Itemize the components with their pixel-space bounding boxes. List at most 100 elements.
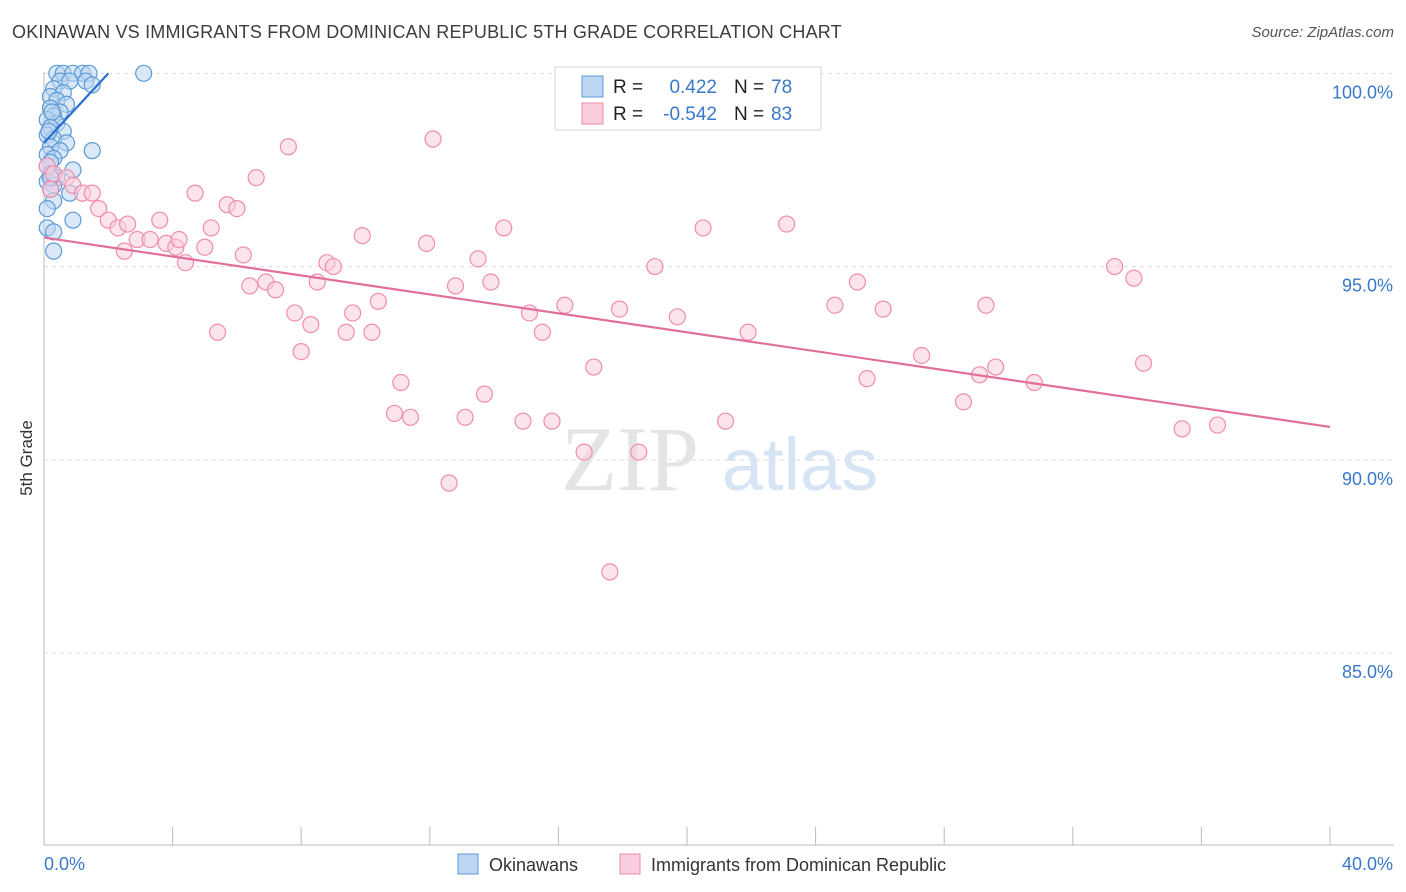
x-tick-label-0: 0.0%: [44, 854, 85, 874]
dominican-point-26: [241, 277, 259, 295]
dominican-point-32: [292, 343, 310, 361]
okinawan-point-9: [83, 76, 101, 94]
dominican-point-74: [913, 346, 931, 365]
y-axis-title: 5th Grade: [17, 420, 36, 496]
y-tick-label-2: 90.0%: [1342, 469, 1393, 489]
okinawan-point-44: [45, 242, 63, 260]
dominican-point-54: [514, 412, 532, 430]
okinawans-points: [38, 64, 153, 260]
okinawan-point-40: [38, 200, 56, 218]
dominican-point-82: [1134, 354, 1153, 372]
n-label-1: N =: [734, 77, 764, 98]
stats-legend: R = 0.422 N = 78 R = -0.542 N = 83: [554, 66, 822, 131]
dominican-point-66: [694, 219, 712, 237]
dominican-point-7: [90, 200, 108, 218]
dominican-point-64: [646, 257, 664, 276]
n-label-2: N =: [734, 104, 764, 125]
bottom-legend: Okinawans Immigrants from Dominican Repu…: [457, 853, 946, 875]
legend-swatch-okinawans-bottom: [457, 853, 479, 875]
r-value-2: -0.542: [663, 104, 717, 125]
dominican-point-17: [170, 230, 188, 249]
dominican-point-49: [456, 408, 474, 426]
dominican-point-37: [337, 323, 355, 341]
dominican-point-84: [1208, 416, 1227, 434]
y-tick-label-3: 85.0%: [1342, 662, 1393, 682]
dominican-point-36: [324, 257, 342, 276]
dominican-point-10: [118, 215, 137, 233]
dominican-point-60: [585, 358, 603, 376]
dominican-point-46: [424, 130, 442, 148]
dominican-point-61: [601, 563, 619, 581]
gridlines: [44, 72, 1394, 654]
dominican-point-75: [954, 393, 973, 411]
dominican-point-63: [630, 443, 648, 461]
r-label-1: R =: [613, 77, 643, 98]
x-axis-ticks: [43, 827, 1331, 845]
legend-swatch-okinawans: [581, 75, 604, 98]
dominican-point-62: [610, 300, 629, 318]
legend-swatch-dominican-bottom: [619, 853, 641, 875]
dominican-point-70: [826, 296, 844, 314]
dominican-point-47: [440, 474, 458, 492]
dominican-point-68: [739, 323, 757, 341]
dominican-point-39: [353, 227, 371, 245]
dominican-point-44: [401, 408, 420, 426]
dominican-point-13: [141, 230, 159, 249]
dominican-point-25: [234, 246, 252, 264]
n-value-1: 78: [771, 77, 792, 98]
dominican-point-73: [874, 300, 892, 318]
dominican-point-58: [556, 296, 574, 314]
dominican-point-19: [186, 184, 204, 202]
okinawan-point-5: [135, 64, 153, 82]
dominican-point-43: [392, 373, 410, 392]
okinawan-point-27: [83, 142, 101, 160]
dominican-point-31: [286, 304, 304, 322]
dominican-point-42: [385, 404, 404, 423]
dominican-point-27: [247, 169, 265, 187]
r-value-1: 0.422: [669, 77, 717, 98]
dominican-point-14: [151, 211, 169, 229]
dominican-point-81: [1125, 269, 1143, 287]
dominican-point-83: [1173, 420, 1191, 438]
okinawan-point-46: [40, 122, 58, 140]
dominican-point-65: [668, 308, 686, 326]
y-tick-labels: 100.0% 95.0% 90.0% 85.0%: [1332, 82, 1393, 682]
dominican-points: [38, 130, 1227, 581]
dominican-point-48: [446, 277, 465, 295]
dominican-point-77: [977, 296, 995, 314]
r-label-2: R =: [613, 104, 643, 125]
y-tick-label-0: 100.0%: [1332, 82, 1393, 102]
dominican-point-6: [83, 184, 101, 202]
chart-title: OKINAWAN VS IMMIGRANTS FROM DOMINICAN RE…: [12, 22, 842, 42]
dominican-point-33: [302, 315, 320, 334]
x-tick-labels: 0.0% 40.0%: [44, 854, 1393, 874]
dominican-point-52: [482, 273, 500, 291]
trend-lines: [43, 72, 1331, 429]
dominican-point-51: [475, 385, 494, 403]
dominican-point-50: [469, 250, 487, 268]
okinawan-point-47: [43, 103, 61, 121]
legend-swatch-dominican: [581, 102, 604, 125]
okinawan-trend-line: [43, 72, 110, 144]
legend-label-okinawans: Okinawans: [489, 855, 578, 875]
dominican-point-45: [417, 234, 436, 252]
dominican-point-71: [848, 273, 866, 291]
legend-label-dominican: Immigrants from Dominican Republic: [651, 855, 946, 875]
source-credit: Source: ZipAtlas.com: [1251, 24, 1394, 41]
okinawan-point-41: [64, 211, 82, 229]
dominican-point-67: [716, 412, 735, 430]
watermark-atlas: atlas: [722, 423, 878, 506]
dominican-point-57: [543, 412, 561, 430]
dominican-point-59: [575, 443, 593, 461]
dominican-point-38: [344, 304, 362, 322]
dominican-point-24: [228, 200, 246, 218]
dominican-point-30: [279, 138, 297, 156]
dominican-point-80: [1105, 257, 1124, 276]
dominican-point-53: [495, 219, 513, 237]
dominican-point-3: [41, 180, 60, 198]
dominican-point-41: [369, 292, 387, 310]
n-value-2: 83: [771, 104, 792, 125]
dominican-point-40: [363, 323, 381, 341]
dominican-point-69: [778, 215, 796, 233]
